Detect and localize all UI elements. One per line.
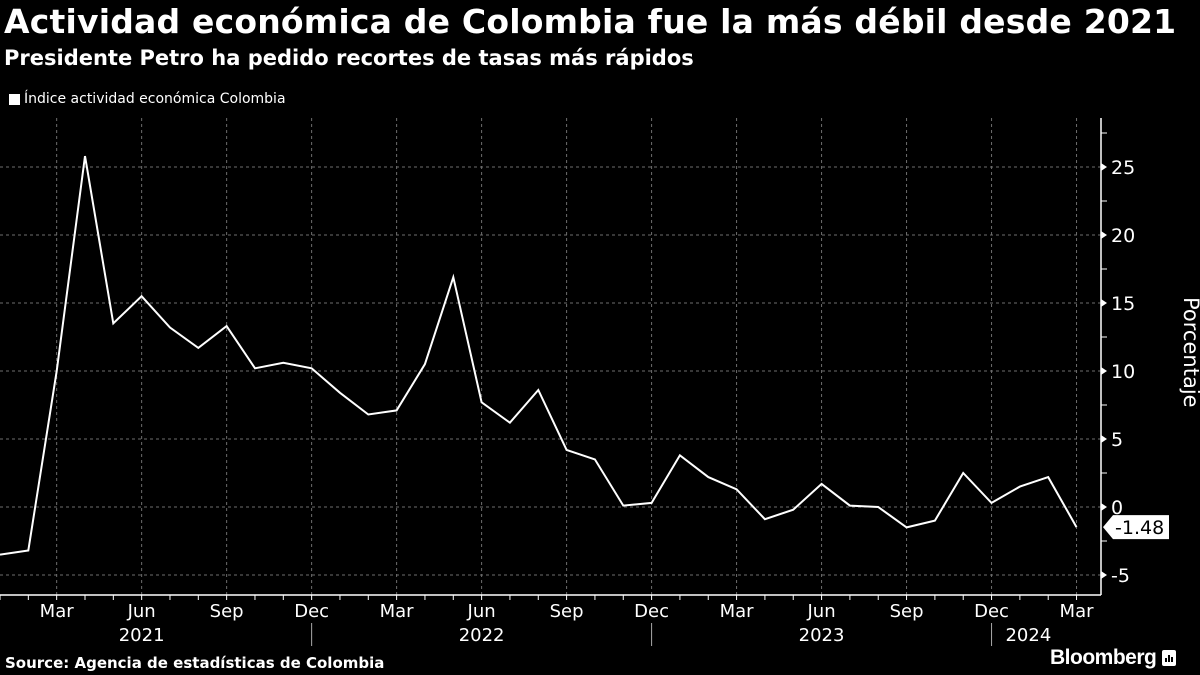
y-axis-title: Porcentaje xyxy=(1179,297,1200,408)
year-label: 2021 xyxy=(119,625,165,646)
source-note: Source: Agencia de estadísticas de Colom… xyxy=(5,654,385,672)
y-tick-marker-icon xyxy=(1101,367,1107,375)
y-tick-marker-icon xyxy=(1101,163,1107,171)
legend: Índice actividad económica Colombia xyxy=(9,91,286,107)
y-axis-labels: -5 0 5 10 15 20 25 xyxy=(1111,157,1135,587)
legend-label: Índice actividad económica Colombia xyxy=(24,91,286,107)
y-tick-label: -5 xyxy=(1111,565,1130,587)
y-tick-marker-icon xyxy=(1101,231,1107,239)
chart-subtitle: Presidente Petro ha pedido recortes de t… xyxy=(4,46,694,70)
x-tick-label: Mar xyxy=(720,601,755,622)
y-tick-label: 0 xyxy=(1111,497,1123,519)
year-label: 2022 xyxy=(459,625,505,646)
series-line xyxy=(0,155,1078,556)
y-tick-label: 10 xyxy=(1111,361,1135,383)
year-label: 2024 xyxy=(1005,625,1051,646)
last-value-label: -1.48 xyxy=(1103,515,1169,540)
x-tick-label: Dec xyxy=(634,601,669,622)
x-tick-label: Jun xyxy=(127,601,156,622)
x-tick-label: Sep xyxy=(890,601,924,622)
x-tick-label: Sep xyxy=(210,601,244,622)
gridlines xyxy=(0,118,1101,595)
y-tick-marker-icon xyxy=(1101,299,1107,307)
last-value-tag xyxy=(1103,515,1169,540)
year-label: 2023 xyxy=(799,625,845,646)
bloomberg-brand: Bloomberg xyxy=(1050,646,1177,670)
brand-name: Bloomberg xyxy=(1050,646,1157,669)
x-tick-label: Mar xyxy=(40,601,75,622)
y-tick-marker-icon xyxy=(1101,435,1107,443)
chart-title: Actividad económica de Colombia fue la m… xyxy=(4,2,1177,41)
last-value-text: -1.48 xyxy=(1115,517,1164,539)
axes xyxy=(0,118,1107,646)
x-axis-labels: Mar Jun Sep Dec Mar Jun Sep Dec Mar Jun Sep Dec Mar 2… xyxy=(40,601,1094,646)
x-tick-label: Mar xyxy=(380,601,415,622)
x-tick-label: Dec xyxy=(974,601,1009,622)
y-tick-marker-icon xyxy=(1101,503,1107,511)
y-tick-label: 25 xyxy=(1111,157,1135,179)
x-tick-label: Jun xyxy=(467,601,496,622)
legend-swatch-icon xyxy=(9,93,20,105)
bloomberg-chart-logo-icon xyxy=(1162,650,1177,666)
y-tick-label: 5 xyxy=(1111,429,1123,451)
x-tick-label: Jun xyxy=(807,601,836,622)
y-tick-label: 15 xyxy=(1111,293,1135,315)
x-tick-label: Mar xyxy=(1060,601,1095,622)
y-tick-label: 20 xyxy=(1111,225,1135,247)
x-tick-label: Sep xyxy=(550,601,584,622)
x-tick-label: Dec xyxy=(294,601,329,622)
y-tick-marker-icon xyxy=(1101,571,1107,579)
